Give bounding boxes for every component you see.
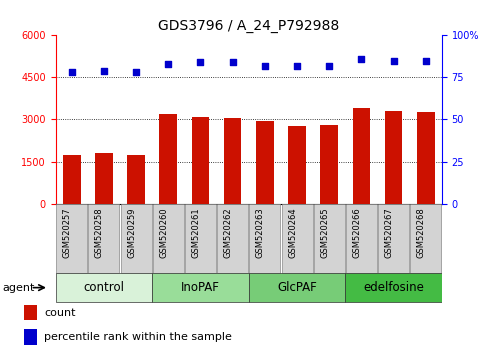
- Bar: [24, 329, 38, 345]
- Point: [164, 61, 172, 67]
- FancyBboxPatch shape: [56, 273, 152, 302]
- Text: GSM520262: GSM520262: [224, 207, 233, 258]
- Point: [197, 59, 204, 65]
- FancyBboxPatch shape: [153, 204, 184, 273]
- FancyBboxPatch shape: [282, 204, 313, 273]
- Text: InoPAF: InoPAF: [181, 281, 220, 294]
- Text: control: control: [84, 281, 124, 294]
- Text: GSM520261: GSM520261: [191, 207, 200, 258]
- Bar: [192, 117, 209, 204]
- Point: [357, 56, 365, 62]
- FancyBboxPatch shape: [346, 204, 377, 273]
- Bar: [95, 153, 113, 204]
- Text: GSM520258: GSM520258: [95, 207, 104, 258]
- Text: percentile rank within the sample: percentile rank within the sample: [44, 332, 232, 342]
- Bar: [224, 118, 242, 204]
- Point: [261, 63, 269, 69]
- Bar: [385, 111, 402, 204]
- Bar: [288, 126, 306, 204]
- Bar: [256, 121, 274, 204]
- FancyBboxPatch shape: [249, 204, 280, 273]
- Text: GSM520266: GSM520266: [353, 207, 361, 258]
- FancyBboxPatch shape: [249, 273, 345, 302]
- Text: edelfosine: edelfosine: [363, 281, 424, 294]
- Point: [100, 68, 108, 74]
- Bar: [159, 114, 177, 204]
- FancyBboxPatch shape: [411, 204, 441, 273]
- Text: agent: agent: [3, 282, 35, 293]
- Point: [293, 63, 301, 69]
- Point: [326, 63, 333, 69]
- Bar: [24, 305, 38, 320]
- Text: GSM520259: GSM520259: [127, 207, 136, 257]
- FancyBboxPatch shape: [345, 273, 442, 302]
- Point: [422, 58, 430, 63]
- FancyBboxPatch shape: [185, 204, 216, 273]
- Text: count: count: [44, 308, 76, 318]
- FancyBboxPatch shape: [152, 273, 249, 302]
- Bar: [63, 154, 81, 204]
- FancyBboxPatch shape: [56, 204, 87, 273]
- Text: GSM520263: GSM520263: [256, 207, 265, 258]
- Point: [132, 70, 140, 75]
- Text: GlcPAF: GlcPAF: [277, 281, 317, 294]
- Point: [68, 70, 75, 75]
- Text: GSM520268: GSM520268: [417, 207, 426, 258]
- Text: GSM520267: GSM520267: [384, 207, 394, 258]
- Text: GSM520265: GSM520265: [320, 207, 329, 258]
- Point: [390, 58, 398, 63]
- Text: GSM520264: GSM520264: [288, 207, 297, 258]
- Text: GSM520257: GSM520257: [63, 207, 71, 258]
- Bar: [353, 108, 370, 204]
- FancyBboxPatch shape: [217, 204, 248, 273]
- Bar: [127, 155, 145, 204]
- Text: GSM520260: GSM520260: [159, 207, 168, 258]
- FancyBboxPatch shape: [314, 204, 345, 273]
- Point: [229, 59, 237, 65]
- FancyBboxPatch shape: [88, 204, 119, 273]
- FancyBboxPatch shape: [378, 204, 409, 273]
- Bar: [320, 125, 338, 204]
- Bar: [417, 113, 435, 204]
- Title: GDS3796 / A_24_P792988: GDS3796 / A_24_P792988: [158, 19, 340, 33]
- FancyBboxPatch shape: [121, 204, 152, 273]
